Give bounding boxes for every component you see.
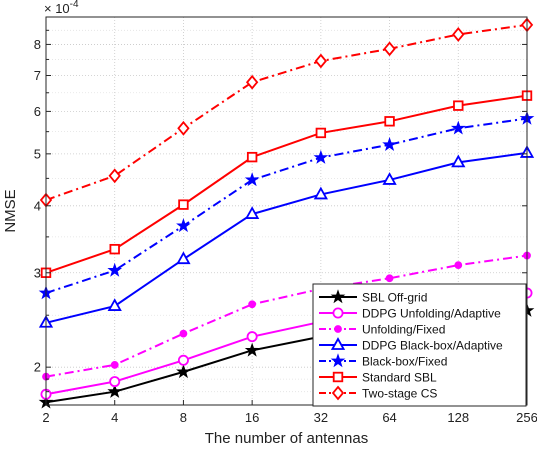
- diamond-marker: [383, 41, 396, 57]
- square-marker: [315, 127, 327, 139]
- circle-marker: [246, 331, 258, 343]
- legend-entry: DDPG Unfolding/Adaptive: [319, 307, 501, 321]
- x-tick-label: 16: [245, 410, 259, 425]
- y-axis-exponent-base: × 10: [44, 1, 70, 16]
- star-marker: [382, 136, 397, 151]
- star-marker: [330, 353, 346, 368]
- legend-entry: SBL Off-grid: [319, 289, 427, 305]
- y-tick-label: 6: [34, 104, 41, 119]
- x-tick-label: 128: [447, 410, 469, 425]
- triangle-marker: [382, 172, 397, 185]
- legend-entry: Black-box/Fixed: [319, 353, 447, 369]
- star-marker: [176, 364, 191, 379]
- y-tick-label: 5: [34, 146, 41, 161]
- legend-label: DDPG Black-box/Adaptive: [362, 339, 503, 353]
- x-tick-label: 32: [314, 410, 328, 425]
- x-axis-ticks: 2 4 8 16 32 64 128 256: [42, 400, 537, 425]
- y-tick-label: 7: [34, 68, 41, 83]
- square-marker: [246, 151, 258, 163]
- legend-entry: Two-stage CS: [319, 385, 437, 401]
- square-marker: [384, 116, 395, 127]
- diamond-marker: [108, 168, 121, 184]
- x-axis-label: The number of antennas: [205, 430, 368, 447]
- triangle-marker: [107, 298, 122, 311]
- triangle-marker: [451, 154, 466, 168]
- star-marker: [107, 383, 123, 398]
- star-marker: [330, 289, 346, 304]
- legend-entry: Standard SBL: [319, 371, 437, 385]
- legend: SBL Off-grid DDPG Unfolding/Adaptive Unfol…: [312, 283, 527, 407]
- circle-marker: [332, 307, 344, 319]
- legend-label: Two-stage CS: [362, 387, 437, 401]
- y-tick-label: 3: [34, 265, 41, 280]
- square-marker: [453, 100, 464, 111]
- triangle-marker: [245, 206, 260, 219]
- diamond-marker: [331, 385, 345, 401]
- x-tick-label: 8: [180, 410, 187, 425]
- dot-marker: [110, 360, 119, 369]
- legend-label: DDPG Unfolding/Adaptive: [362, 307, 501, 321]
- series-line: [45, 254, 528, 378]
- dot-marker: [334, 325, 342, 333]
- series-standard-sbl: [40, 90, 533, 278]
- x-tick-label: 4: [111, 410, 118, 425]
- square-marker: [178, 199, 189, 210]
- diamond-marker: [314, 53, 328, 69]
- legend-label: Black-box/Fixed: [362, 355, 447, 369]
- y-tick-label: 2: [34, 360, 41, 375]
- dot-marker: [454, 261, 463, 270]
- x-tick-label: 256: [516, 410, 537, 425]
- triangle-marker: [176, 251, 191, 265]
- y-axis-exponent: × 10-4: [44, 0, 79, 16]
- legend-label: Unfolding/Fixed: [362, 323, 445, 337]
- y-axis-ticks: 2 3 4 5 6 7 8: [34, 29, 527, 393]
- series-two-stage-cs: [39, 17, 534, 208]
- triangle-marker: [330, 337, 346, 350]
- star-marker: [313, 149, 329, 164]
- series-line: [45, 23, 528, 201]
- series-line: [45, 151, 528, 324]
- series-ddpg-black-box-adaptive: [38, 145, 535, 328]
- series-line: [45, 117, 528, 294]
- star-marker: [244, 172, 260, 187]
- diamond-marker: [452, 27, 465, 42]
- star-marker: [107, 262, 123, 277]
- square-marker: [332, 371, 344, 383]
- dot-marker: [248, 300, 257, 309]
- dot-marker: [179, 329, 188, 338]
- plot-frame: [45, 16, 528, 406]
- legend-label: Standard SBL: [362, 371, 437, 385]
- y-tick-label: 8: [34, 37, 41, 52]
- y-axis-label: NMSE: [2, 189, 19, 232]
- star-marker: [176, 218, 191, 233]
- x-tick-label: 2: [42, 410, 49, 425]
- legend-label: SBL Off-grid: [362, 291, 427, 305]
- y-axis-exponent-power: -4: [70, 0, 79, 10]
- circle-marker: [109, 376, 121, 388]
- series-line: [45, 94, 528, 274]
- dot-marker: [385, 274, 394, 283]
- square-marker: [109, 243, 120, 255]
- grid-lines: [45, 16, 528, 405]
- diamond-marker: [177, 120, 190, 136]
- legend-entry: Unfolding/Fixed: [319, 323, 445, 337]
- star-marker: [450, 120, 466, 135]
- circle-marker: [177, 354, 189, 366]
- x-tick-label: 64: [382, 410, 396, 425]
- y-tick-label: 4: [34, 198, 41, 213]
- diamond-marker: [245, 74, 259, 90]
- triangle-marker: [313, 186, 328, 200]
- star-marker: [244, 342, 260, 357]
- legend-entry: DDPG Black-box/Adaptive: [319, 337, 503, 353]
